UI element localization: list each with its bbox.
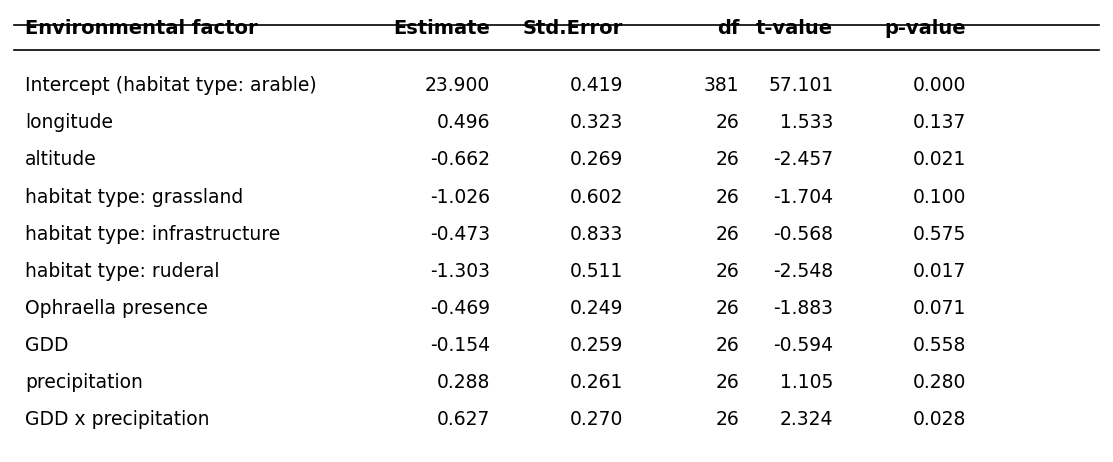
Text: 57.101: 57.101 bbox=[768, 76, 834, 95]
Text: 0.558: 0.558 bbox=[913, 336, 966, 355]
Text: -2.548: -2.548 bbox=[774, 262, 834, 281]
Text: 26: 26 bbox=[716, 113, 739, 133]
Text: t-value: t-value bbox=[756, 19, 834, 38]
Text: 26: 26 bbox=[716, 225, 739, 244]
Text: habitat type: grassland: habitat type: grassland bbox=[24, 188, 243, 207]
Text: Estimate: Estimate bbox=[393, 19, 490, 38]
Text: 26: 26 bbox=[716, 188, 739, 207]
Text: 0.261: 0.261 bbox=[570, 373, 623, 392]
Text: -0.568: -0.568 bbox=[774, 225, 834, 244]
Text: 0.028: 0.028 bbox=[913, 410, 966, 429]
Text: 0.511: 0.511 bbox=[570, 262, 623, 281]
Text: df: df bbox=[717, 19, 739, 38]
Text: Intercept (habitat type: arable): Intercept (habitat type: arable) bbox=[24, 76, 316, 95]
Text: longitude: longitude bbox=[24, 113, 112, 133]
Text: -0.469: -0.469 bbox=[430, 299, 490, 318]
Text: habitat type: ruderal: habitat type: ruderal bbox=[24, 262, 219, 281]
Text: 0.323: 0.323 bbox=[570, 113, 623, 133]
Text: 23.900: 23.900 bbox=[425, 76, 490, 95]
Text: -0.662: -0.662 bbox=[430, 151, 490, 170]
Text: 0.419: 0.419 bbox=[570, 76, 623, 95]
Text: 26: 26 bbox=[716, 410, 739, 429]
Text: 0.269: 0.269 bbox=[570, 151, 623, 170]
Text: 26: 26 bbox=[716, 373, 739, 392]
Text: 0.575: 0.575 bbox=[913, 225, 966, 244]
Text: 0.627: 0.627 bbox=[436, 410, 490, 429]
Text: -0.154: -0.154 bbox=[430, 336, 490, 355]
Text: 0.017: 0.017 bbox=[913, 262, 966, 281]
Text: 26: 26 bbox=[716, 151, 739, 170]
Text: 26: 26 bbox=[716, 336, 739, 355]
Text: precipitation: precipitation bbox=[24, 373, 142, 392]
Text: 0.602: 0.602 bbox=[570, 188, 623, 207]
Text: Environmental factor: Environmental factor bbox=[24, 19, 257, 38]
Text: -2.457: -2.457 bbox=[774, 151, 834, 170]
Text: 0.496: 0.496 bbox=[436, 113, 490, 133]
Text: 1.533: 1.533 bbox=[780, 113, 834, 133]
Text: 1.105: 1.105 bbox=[780, 373, 834, 392]
Text: -1.303: -1.303 bbox=[430, 262, 490, 281]
Text: -0.594: -0.594 bbox=[774, 336, 834, 355]
Text: 0.259: 0.259 bbox=[570, 336, 623, 355]
Text: 0.249: 0.249 bbox=[570, 299, 623, 318]
Text: GDD: GDD bbox=[24, 336, 68, 355]
Text: Std.Error: Std.Error bbox=[523, 19, 623, 38]
Text: altitude: altitude bbox=[24, 151, 97, 170]
Text: GDD x precipitation: GDD x precipitation bbox=[24, 410, 209, 429]
Text: Ophraella presence: Ophraella presence bbox=[24, 299, 208, 318]
Text: 0.137: 0.137 bbox=[913, 113, 966, 133]
Text: 0.100: 0.100 bbox=[913, 188, 966, 207]
Text: -0.473: -0.473 bbox=[430, 225, 490, 244]
Text: 0.833: 0.833 bbox=[570, 225, 623, 244]
Text: -1.704: -1.704 bbox=[774, 188, 834, 207]
Text: 26: 26 bbox=[716, 299, 739, 318]
Text: 0.021: 0.021 bbox=[913, 151, 966, 170]
Text: 0.288: 0.288 bbox=[436, 373, 490, 392]
Text: 0.071: 0.071 bbox=[913, 299, 966, 318]
Text: p-value: p-value bbox=[885, 19, 966, 38]
Text: 381: 381 bbox=[703, 76, 739, 95]
Text: -1.026: -1.026 bbox=[430, 188, 490, 207]
Text: 2.324: 2.324 bbox=[780, 410, 834, 429]
Text: 0.000: 0.000 bbox=[913, 76, 966, 95]
Text: habitat type: infrastructure: habitat type: infrastructure bbox=[24, 225, 280, 244]
Text: 0.270: 0.270 bbox=[570, 410, 623, 429]
Text: 0.280: 0.280 bbox=[913, 373, 966, 392]
Text: -1.883: -1.883 bbox=[774, 299, 834, 318]
Text: 26: 26 bbox=[716, 262, 739, 281]
